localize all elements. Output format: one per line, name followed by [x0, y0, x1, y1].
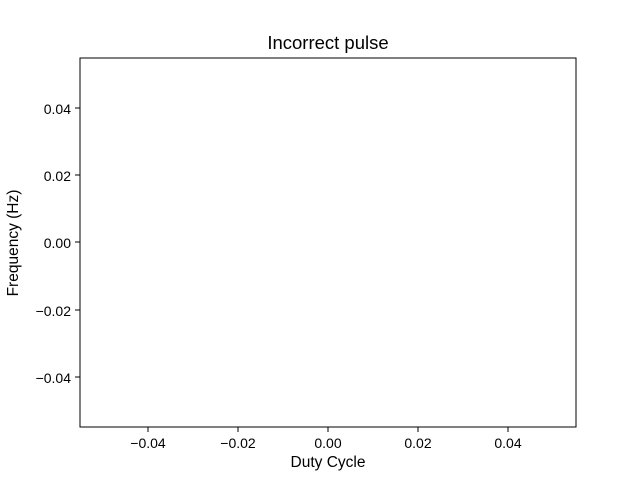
svg-text:0.04: 0.04: [494, 435, 521, 451]
svg-text:0.04: 0.04: [44, 101, 71, 117]
svg-text:−0.04: −0.04: [130, 435, 166, 451]
svg-text:0.00: 0.00: [314, 435, 341, 451]
svg-text:−0.02: −0.02: [220, 435, 256, 451]
svg-text:Duty Cycle: Duty Cycle: [291, 454, 366, 471]
svg-text:Incorrect pulse: Incorrect pulse: [267, 32, 388, 53]
svg-text:0.02: 0.02: [44, 168, 71, 184]
svg-text:−0.02: −0.02: [36, 303, 72, 319]
svg-text:−0.04: −0.04: [36, 370, 72, 386]
svg-text:0.00: 0.00: [44, 235, 71, 251]
svg-text:Frequency (Hz): Frequency (Hz): [5, 190, 22, 297]
svg-text:0.02: 0.02: [404, 435, 431, 451]
